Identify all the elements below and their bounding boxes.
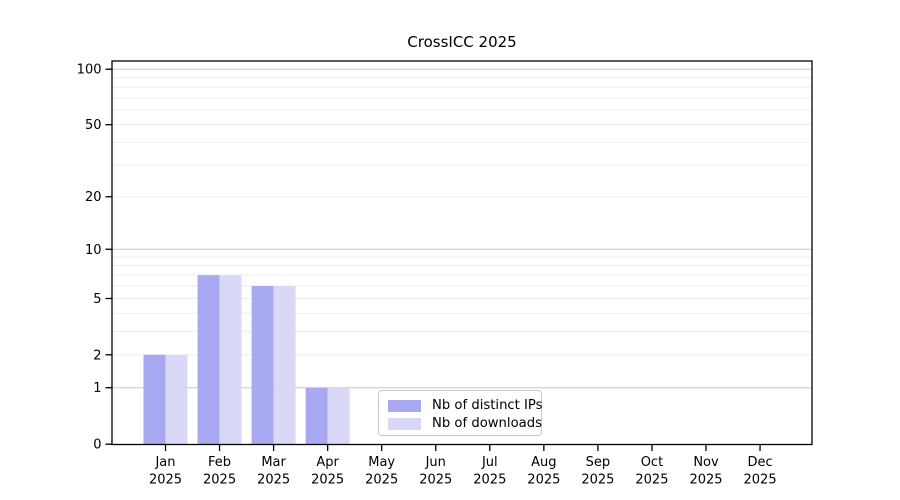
bar-apr-distinct-ips	[305, 387, 328, 445]
x-tick-label-year-sep: 2025	[581, 473, 614, 488]
x-tick-label-year-jun: 2025	[419, 473, 452, 488]
chart-title: CrossICC 2025	[407, 33, 517, 51]
y-tick-label-50: 50	[85, 118, 102, 133]
y-tick-label-20: 20	[85, 190, 102, 205]
x-tick-label-month-oct: Oct	[641, 455, 663, 470]
x-tick-label-month-feb: Feb	[208, 455, 231, 470]
x-tick-label-year-oct: 2025	[635, 473, 668, 488]
legend-item-downloads: Nb of downloads	[388, 415, 542, 432]
bar-jan-distinct-ips	[143, 354, 166, 445]
x-tick-label-month-sep: Sep	[586, 455, 611, 470]
bar-apr-downloads	[327, 387, 350, 445]
x-tick-label-year-aug: 2025	[527, 473, 560, 488]
x-tick-label-year-dec: 2025	[744, 473, 777, 488]
x-tick-label-year-apr: 2025	[311, 473, 344, 488]
legend-swatch-downloads	[388, 417, 421, 430]
y-tick-label-100: 100	[77, 63, 102, 78]
y-tick-label-1: 1	[93, 381, 101, 396]
x-tick-label-month-apr: Apr	[316, 455, 339, 470]
x-tick-label-year-jan: 2025	[149, 473, 182, 488]
y-tick-label-2: 2	[93, 348, 101, 363]
plot-frame	[111, 60, 813, 446]
x-tick-label-year-nov: 2025	[689, 473, 722, 488]
bar-mar-distinct-ips	[251, 285, 274, 445]
x-tick-label-year-feb: 2025	[203, 473, 236, 488]
y-tick-label-10: 10	[85, 243, 102, 258]
x-tick-label-month-jan: Jan	[154, 455, 175, 470]
x-tick-label-month-nov: Nov	[693, 455, 719, 470]
bar-jan-downloads	[165, 354, 188, 445]
x-tick-label-month-mar: Mar	[261, 455, 286, 470]
x-tick-label-month-jul: Jul	[481, 455, 498, 470]
legend-swatch-distinct-ips	[388, 399, 421, 412]
x-tick-label-year-mar: 2025	[257, 473, 290, 488]
x-tick-label-year-may: 2025	[365, 473, 398, 488]
bar-mar-downloads	[273, 285, 296, 445]
bar-feb-downloads	[219, 275, 242, 445]
x-tick-label-year-jul: 2025	[473, 473, 506, 488]
y-tick-label-0: 0	[93, 438, 101, 453]
bar-feb-distinct-ips	[197, 275, 220, 445]
legend-item-distinct-ips: Nb of distinct IPs	[388, 397, 543, 414]
legend-label-distinct-ips: Nb of distinct IPs	[432, 397, 543, 413]
x-tick-label-month-may: May	[368, 455, 395, 470]
y-tick-label-5: 5	[93, 292, 101, 307]
x-tick-label-month-aug: Aug	[531, 455, 556, 470]
legend: Nb of distinct IPs Nb of downloads	[378, 390, 543, 436]
legend-label-downloads: Nb of downloads	[432, 415, 542, 431]
x-tick-label-month-dec: Dec	[747, 455, 772, 470]
x-tick-label-month-jun: Jun	[425, 455, 446, 470]
